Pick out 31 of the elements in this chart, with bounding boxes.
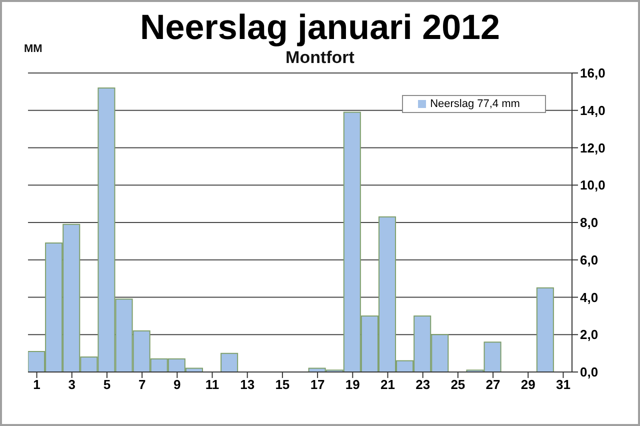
y-tick-label: 2,0 xyxy=(580,327,598,342)
bar xyxy=(536,287,554,372)
x-tick-label: 23 xyxy=(416,377,430,392)
y-tick-label: 12,0 xyxy=(580,140,606,156)
chart-subtitle: Montfort xyxy=(286,48,354,67)
x-tick-label: 31 xyxy=(556,377,570,392)
y-axis-title: MM xyxy=(24,42,42,56)
y-tick-label: 14,0 xyxy=(580,102,606,118)
bar xyxy=(220,352,238,372)
x-tick-label: 19 xyxy=(345,377,360,392)
y-tick-label: 4,0 xyxy=(580,290,598,305)
x-tick-label: 27 xyxy=(486,377,500,392)
x-tick-label: 1 xyxy=(33,377,40,392)
x-tick-label: 15 xyxy=(275,377,290,392)
x-tick-label: 17 xyxy=(310,377,325,392)
y-tick-label: 10,0 xyxy=(580,178,606,193)
chart-title: Neerslag januari 2012 xyxy=(140,8,500,47)
x-tick-label: 9 xyxy=(174,377,181,392)
x-tick-label: 11 xyxy=(205,377,220,392)
x-tick-label: 25 xyxy=(450,377,466,392)
y-tick-label: 0,0 xyxy=(580,364,598,380)
x-tick-label: 13 xyxy=(240,377,255,392)
x-tick-label: 5 xyxy=(103,377,111,392)
legend-label: Neerslag 77,4 mm xyxy=(430,98,520,110)
x-tick-label: 29 xyxy=(520,377,536,392)
x-tick-label: 21 xyxy=(380,377,395,392)
y-tick-label: 16,0 xyxy=(580,66,606,81)
y-tick-label: 8,0 xyxy=(580,215,598,230)
x-tick-label: 3 xyxy=(68,377,76,392)
y-tick-label: 6,0 xyxy=(580,252,598,268)
x-tick-label: 7 xyxy=(138,377,146,392)
